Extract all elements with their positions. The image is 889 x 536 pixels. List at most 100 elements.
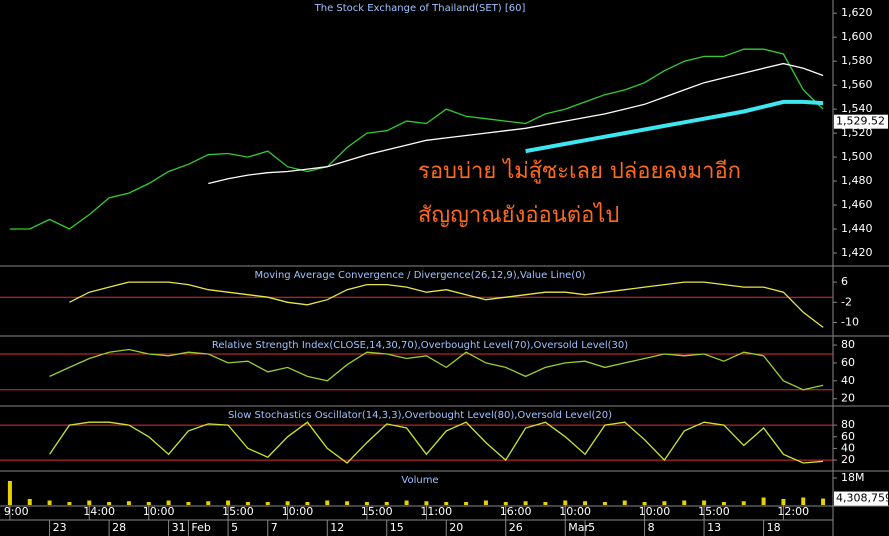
volume-bar: [563, 500, 568, 505]
y-tick-label: 1,560: [841, 78, 873, 91]
panel-title: Relative Strength Index(CLOSE,14,30,70),…: [212, 340, 628, 351]
volume-bar: [146, 502, 151, 505]
annotation: รอบบ่าย ไม่สู้ซะเลย ปล่อยลงมาอีก: [418, 158, 741, 184]
x-tick-label: 12:00: [777, 505, 809, 518]
volume-bar: [821, 498, 826, 505]
volume-bar: [583, 501, 588, 505]
last-value-label: 4,308,759: [836, 492, 889, 505]
volume-bar: [364, 502, 369, 505]
volume-bar: [662, 501, 667, 505]
volume-bar: [602, 502, 607, 505]
series-line: [49, 348, 824, 391]
series-line: [9, 48, 824, 230]
y-tick-label: 40: [841, 374, 855, 387]
volume-bar: [444, 502, 449, 505]
y-tick-label: 40: [841, 441, 855, 454]
volume-bar: [325, 500, 330, 505]
y-tick-label: 1,540: [841, 102, 873, 115]
volume-bar: [781, 499, 786, 505]
x-date-label: 8: [648, 521, 655, 534]
volume-bar: [285, 501, 290, 505]
last-value-box: [834, 491, 888, 506]
y-tick-label: -2: [841, 295, 852, 308]
volume-bar: [245, 502, 250, 505]
series-line: [69, 281, 824, 328]
x-date-label: 15: [390, 521, 404, 534]
panel-title: The Stock Exchange of Thailand(SET) [60]: [314, 3, 526, 14]
panel-title: Slow Stochastics Oscillator(14,3,3),Over…: [228, 410, 612, 421]
last-value-label: 1,529.52: [836, 115, 885, 128]
y-tick-label: 18M: [841, 471, 865, 484]
y-tick-label: 20: [841, 453, 855, 466]
volume-bar: [206, 501, 211, 505]
y-tick-label: 20: [841, 392, 855, 405]
volume-bar: [305, 502, 310, 505]
x-date-label: 23: [53, 521, 67, 534]
x-date-label: 5: [588, 521, 595, 534]
x-date-label: 28: [112, 521, 126, 534]
y-tick-label: -10: [841, 315, 859, 328]
volume-bar: [721, 502, 726, 505]
volume-bar: [741, 501, 746, 505]
panel-title: Moving Average Convergence / Divergence(…: [255, 270, 586, 281]
y-tick-label: 6: [841, 275, 848, 288]
y-tick-label: 1,480: [841, 174, 873, 187]
volume-bar: [7, 481, 12, 505]
x-date-label: 12: [330, 521, 344, 534]
x-date-label: 7: [271, 521, 278, 534]
volume-bar: [27, 499, 32, 505]
x-date-label: 18: [767, 521, 781, 534]
y-tick-label: 60: [841, 356, 855, 369]
volume-bar: [265, 502, 270, 505]
x-tick-label: 11:00: [420, 505, 452, 518]
y-tick-label: 60: [841, 430, 855, 443]
x-date-label: Feb: [191, 521, 210, 534]
y-tick-label: 1,580: [841, 54, 873, 67]
volume-bar: [404, 500, 409, 505]
volume-bar: [186, 502, 191, 505]
y-tick-label: 1,440: [841, 222, 873, 235]
y-tick-label: 1,420: [841, 246, 873, 259]
y-tick-label: 1,460: [841, 198, 873, 211]
annotation: สัญญาณยังอ่อนต่อไป: [418, 202, 619, 228]
volume-bar: [67, 502, 72, 505]
volume-bar: [543, 502, 548, 505]
volume-bar: [503, 502, 508, 505]
y-tick-label: 80: [841, 418, 855, 431]
volume-bar: [87, 500, 92, 505]
x-tick-label: 10:00: [559, 505, 591, 518]
volume-bar: [345, 501, 350, 505]
volume-bar: [483, 500, 488, 505]
y-tick-label: 1,520: [841, 126, 873, 139]
series-line: [525, 99, 824, 154]
volume-bar: [424, 501, 429, 505]
x-date-label: 13: [707, 521, 721, 534]
x-tick-label: 16:00: [500, 505, 532, 518]
volume-bar: [464, 502, 469, 505]
volume-bar: [702, 500, 707, 505]
x-date-label: 20: [449, 521, 463, 534]
x-date-label: 26: [509, 521, 523, 534]
x-tick-label: 10:00: [639, 505, 671, 518]
y-tick-label: 80: [841, 338, 855, 351]
volume-bar: [523, 501, 528, 505]
x-date-label: 5: [231, 521, 238, 534]
y-tick-label: 1,620: [841, 6, 873, 19]
last-value-box: [834, 114, 888, 129]
volume-bar: [107, 502, 112, 505]
volume-bar: [166, 500, 171, 505]
volume-bar: [226, 500, 231, 505]
y-tick-label: 1,600: [841, 30, 873, 43]
x-tick-label: 10:00: [282, 505, 314, 518]
volume-bar: [47, 500, 52, 505]
volume-bar: [642, 502, 647, 505]
x-tick-label: 14:00: [83, 505, 115, 518]
volume-bar: [622, 500, 627, 505]
x-tick-label: 15:00: [222, 505, 254, 518]
volume-bar: [384, 502, 389, 505]
series-line: [208, 62, 824, 185]
series-line: [49, 421, 824, 464]
panel-title: Volume: [401, 475, 438, 486]
